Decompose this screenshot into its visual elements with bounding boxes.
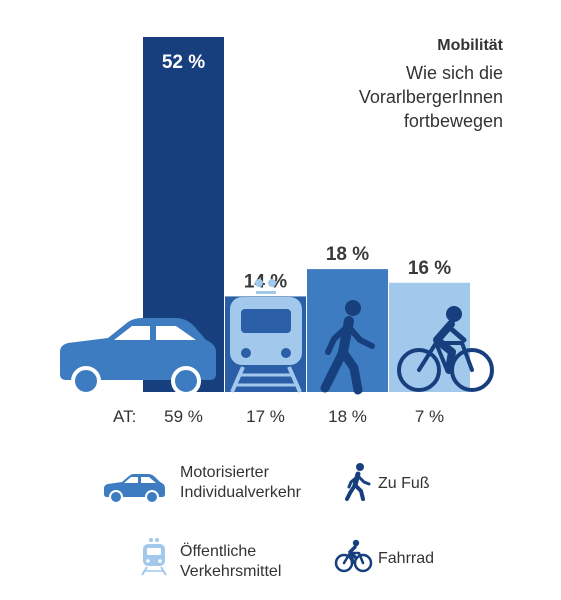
legend-label-train-1: Öffentliche [180,542,256,560]
bar-value-label-walking: 18 % [326,244,369,265]
chart-subtitle-line-1: Wie sich die [406,63,503,83]
legend-pedestrian-icon [345,463,371,501]
car-icon [60,318,216,396]
bar-value-label-car: 52 % [162,52,205,73]
legend-label-pedestrian: Zu Fuß [378,475,430,492]
pedestrian-icon [320,300,375,395]
at-value-public-transport: 17 % [246,407,285,426]
legend-bicycle-icon [334,539,373,573]
at-value-bicycle: 7 % [415,407,444,426]
bar-bicycle [389,282,470,392]
legend-train-icon [141,538,167,576]
at-value-walking: 18 % [328,407,367,426]
bar-value-label-public-transport: 14 % [244,271,287,292]
chart-subtitle-line-3: fortbewegen [404,111,503,131]
at-values-group: 59 % 17 % 18 % 7 % [164,407,444,426]
at-value-car: 59 % [164,407,203,426]
legend-label-train-2: Verkehrsmittel [180,563,281,580]
train-icon [230,279,302,393]
legend-car-icon [104,474,165,504]
chart-title: Mobilität [437,37,503,54]
bar-value-label-bicycle: 16 % [408,258,451,279]
bicycle-icon [397,306,494,392]
legend-label-car-2: Individualverkehr [180,484,302,501]
legend-label-car-1: Motorisierter [180,464,270,481]
at-label: AT: [113,407,136,426]
legend-label-bicycle: Fahrrad [378,550,434,567]
legend: Motorisierter Individualverkehr Zu Fuß Ö… [104,463,434,580]
chart-subtitle-line-2: VorarlbergerInnen [359,87,503,107]
